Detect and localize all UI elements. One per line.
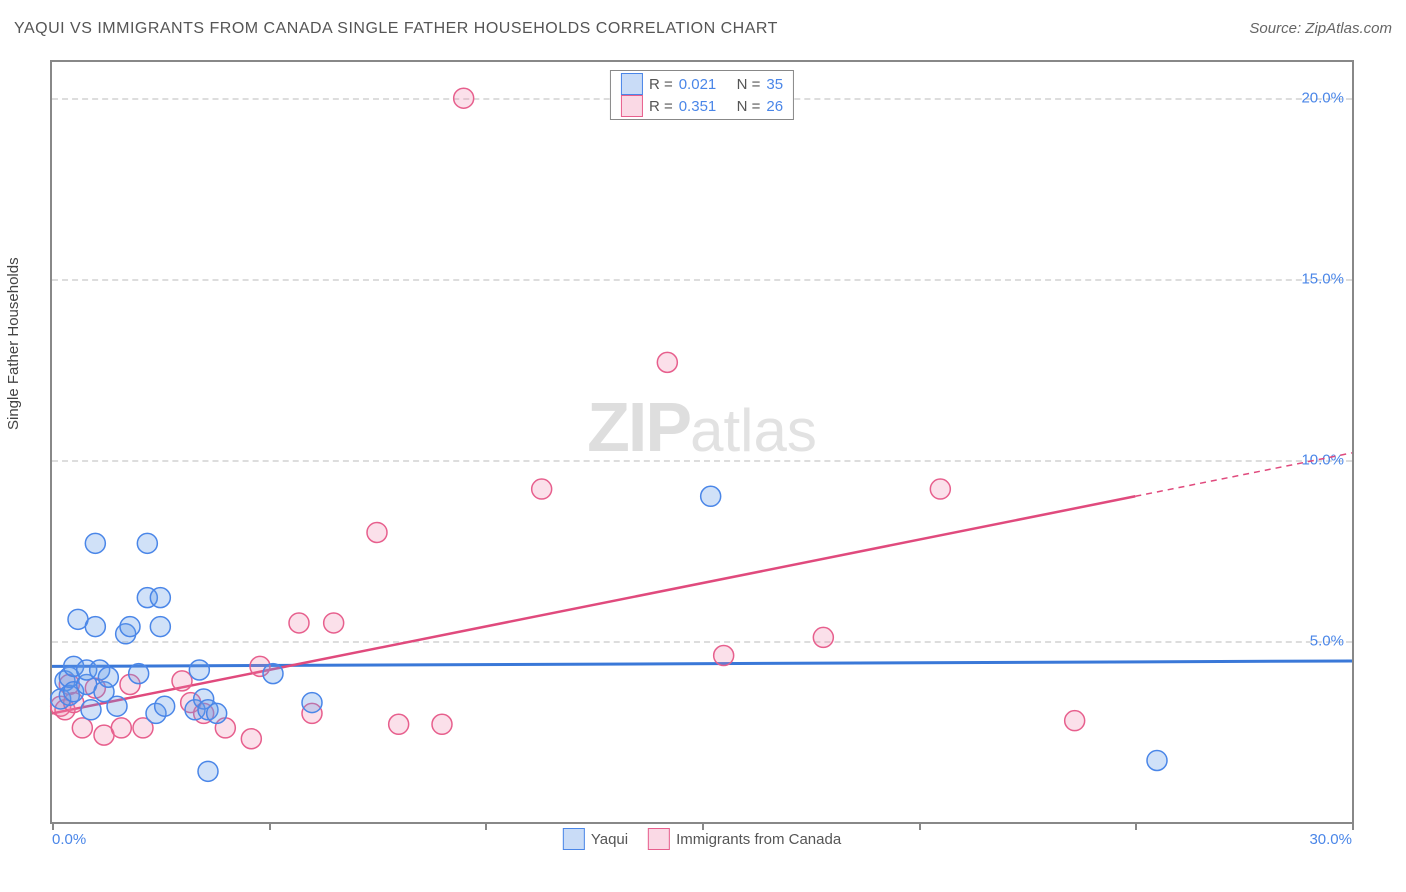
series-a-n-value: 35 <box>766 76 783 93</box>
source-prefix: Source: <box>1249 20 1305 37</box>
series-a-point <box>150 617 170 637</box>
legend-item-a: Yaqui <box>563 828 628 850</box>
x-tick-label: 30.0% <box>1309 831 1352 848</box>
series-a-point <box>189 660 209 680</box>
y-axis-label: Single Father Households <box>5 257 22 430</box>
series-b-point <box>324 613 344 633</box>
x-tick <box>919 822 921 830</box>
series-a-point <box>129 664 149 684</box>
correlation-legend: R = 0.021 N = 35 R = 0.351 N = 26 <box>610 70 794 120</box>
x-tick <box>485 822 487 830</box>
series-b-point <box>241 729 261 749</box>
x-tick <box>1352 822 1354 830</box>
swatch-pink-icon <box>621 95 643 117</box>
x-tick <box>1135 822 1137 830</box>
n-label: N = <box>737 76 761 93</box>
swatch-pink-icon <box>648 828 670 850</box>
series-a-point <box>137 533 157 553</box>
x-tick <box>52 822 54 830</box>
series-b-point <box>714 646 734 666</box>
r-label: R = <box>649 98 673 115</box>
legend-item-b: Immigrants from Canada <box>648 828 841 850</box>
series-b-r-value: 0.351 <box>679 98 717 115</box>
series-a-point <box>85 533 105 553</box>
series-b-point <box>930 479 950 499</box>
series-b-point <box>172 671 192 691</box>
series-a-point <box>107 696 127 716</box>
series-b-n-value: 26 <box>766 98 783 115</box>
series-a-label: Yaqui <box>591 831 628 848</box>
series-a-point <box>85 617 105 637</box>
series-a-point <box>150 588 170 608</box>
swatch-blue-icon <box>563 828 585 850</box>
series-a-point <box>302 693 322 713</box>
series-b-point <box>454 88 474 108</box>
series-a-point <box>98 667 118 687</box>
trendline-b <box>52 496 1135 713</box>
series-b-point <box>432 714 452 734</box>
series-a-point <box>207 703 227 723</box>
series-a-r-value: 0.021 <box>679 76 717 93</box>
series-b-point <box>72 718 92 738</box>
plot-area: ZIPatlas 5.0%10.0%15.0%20.0% 0.0%30.0% R… <box>50 60 1354 824</box>
series-a-point <box>701 486 721 506</box>
series-b-point <box>532 479 552 499</box>
x-tick-label: 0.0% <box>52 831 86 848</box>
series-b-point <box>389 714 409 734</box>
swatch-blue-icon <box>621 73 643 95</box>
series-a-point <box>155 696 175 716</box>
n-label: N = <box>737 98 761 115</box>
series-b-point <box>657 352 677 372</box>
series-a-point <box>263 664 283 684</box>
legend-row-b: R = 0.351 N = 26 <box>621 95 783 117</box>
chart-title: YAQUI VS IMMIGRANTS FROM CANADA SINGLE F… <box>14 20 778 38</box>
series-legend: Yaqui Immigrants from Canada <box>563 828 841 850</box>
series-a-point <box>120 617 140 637</box>
legend-row-a: R = 0.021 N = 35 <box>621 73 783 95</box>
x-tick <box>269 822 271 830</box>
series-a-point <box>81 700 101 720</box>
source-name: ZipAtlas.com <box>1305 20 1392 37</box>
series-b-point <box>111 718 131 738</box>
trendline-b-dash <box>1135 453 1352 496</box>
series-b-point <box>367 522 387 542</box>
series-b-point <box>1065 711 1085 731</box>
scatter-svg <box>52 62 1352 822</box>
series-b-point <box>813 627 833 647</box>
series-b-point <box>289 613 309 633</box>
source-attribution: Source: ZipAtlas.com <box>1249 20 1392 37</box>
series-b-label: Immigrants from Canada <box>676 831 841 848</box>
trendline-a <box>52 661 1352 666</box>
series-a-point <box>1147 750 1167 770</box>
series-a-point <box>198 761 218 781</box>
r-label: R = <box>649 76 673 93</box>
